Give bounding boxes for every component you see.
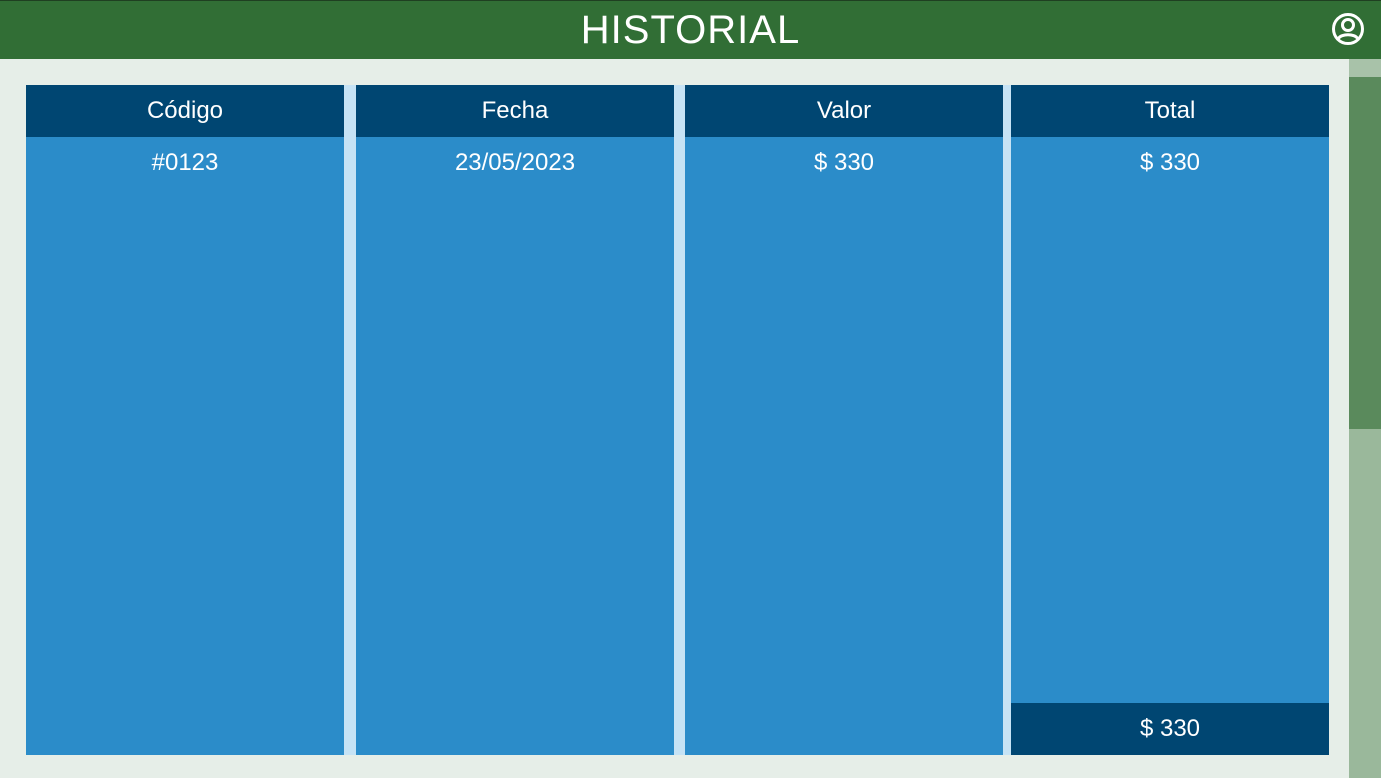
- column-header-total: Total: [1011, 85, 1329, 137]
- page-title: HISTORIAL: [580, 8, 801, 52]
- column-fecha: Fecha 23/05/2023: [356, 85, 674, 755]
- column-header-codigo: Código: [26, 85, 344, 137]
- grand-total: $ 330: [1011, 703, 1329, 755]
- scrollbar-cap: [1349, 59, 1381, 77]
- account-button[interactable]: [1331, 12, 1365, 46]
- column-total: Total $ 330 $ 330: [1011, 85, 1329, 755]
- table-cell-codigo: #0123: [151, 149, 219, 176]
- table-cell-total: $ 330: [1139, 149, 1201, 176]
- column-divider: [1003, 85, 1011, 755]
- table-cell-valor: $ 330: [813, 149, 875, 176]
- column-header-fecha: Fecha: [356, 85, 674, 137]
- scrollbar-thumb[interactable]: [1349, 77, 1381, 429]
- header-bar: HISTORIAL: [0, 0, 1381, 59]
- column-divider: [344, 85, 356, 755]
- account-circle-icon: [1332, 13, 1364, 45]
- table-cell-fecha: 23/05/2023: [454, 149, 576, 176]
- column-divider: [674, 85, 685, 755]
- column-codigo: Código #0123: [26, 85, 344, 755]
- column-header-valor: Valor: [685, 85, 1003, 137]
- column-valor: Valor $ 330: [685, 85, 1003, 755]
